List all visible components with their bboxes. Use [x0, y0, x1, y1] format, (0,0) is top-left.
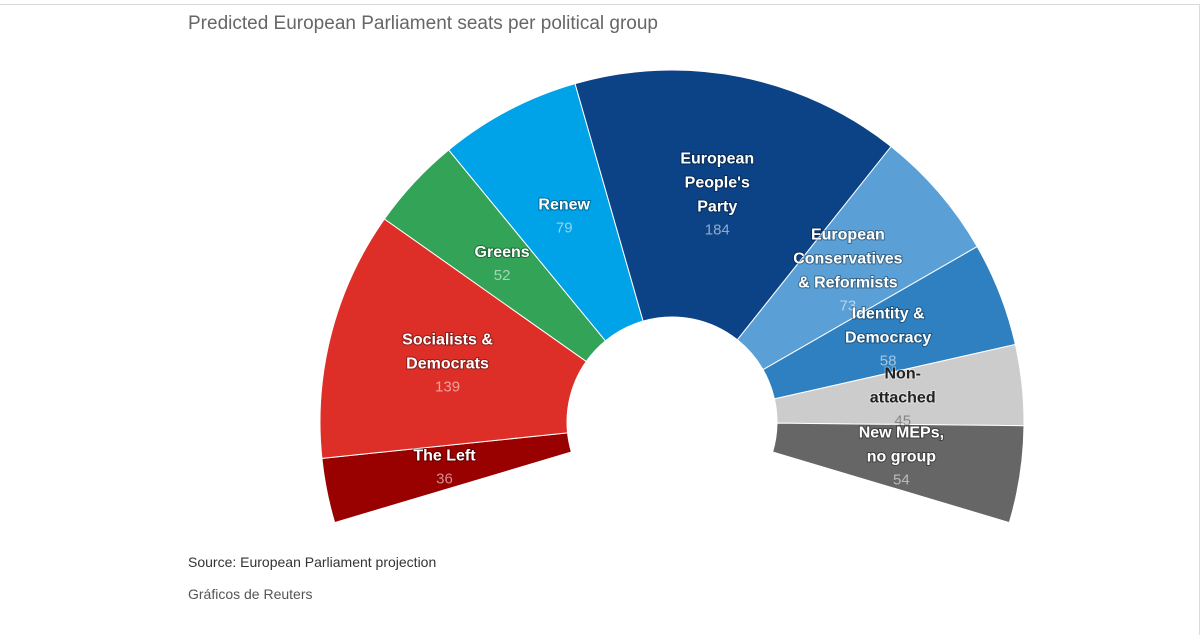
top-border: [0, 4, 1200, 5]
segment-european-people-s-party[interactable]: [574, 69, 892, 341]
segment-name: Conservatives: [793, 251, 902, 268]
segment-label: Socialists & Democrats 139: [401, 330, 494, 395]
segment-label: European Conservatives & Reformists 73: [792, 226, 903, 315]
segment-name: attached: [870, 390, 936, 407]
segment-name: & Reformists: [798, 275, 898, 292]
segment-name: The Left: [413, 447, 476, 464]
segment-value: 139: [435, 378, 460, 395]
segment-value: 73: [840, 298, 857, 315]
segment-value: 36: [436, 470, 453, 487]
segment-name: Democracy: [845, 330, 931, 347]
segment-label: Greens 52: [474, 243, 531, 284]
credit-note: Gráficos de Reuters: [188, 586, 313, 602]
segment-label: Renew 79: [537, 196, 591, 237]
segment-name: European: [680, 150, 754, 167]
segment-name: Party: [697, 198, 737, 215]
segment-label: Identity & Democracy 58: [844, 305, 932, 370]
segment-name: Identity &: [852, 306, 925, 323]
segment-value: 58: [880, 353, 897, 370]
segment-value: 52: [494, 267, 511, 284]
segment-name: New MEPs,: [859, 425, 944, 442]
segment-name: Renew: [538, 197, 590, 214]
segment-label: New MEPs, no group 54: [858, 424, 945, 489]
segment-name: Socialists &: [402, 331, 493, 348]
segment-name: no group: [867, 449, 937, 466]
segment-name: European: [811, 227, 885, 244]
segment-value: 79: [556, 220, 573, 237]
segment-name: Non-: [884, 366, 920, 383]
segment-label: European People's Party 184: [679, 149, 755, 238]
source-note: Source: European Parliament projection: [188, 554, 437, 570]
segment-name: Democrats: [406, 355, 489, 372]
segment-value: 184: [705, 221, 730, 238]
segment-new-meps-no-group[interactable]: [772, 422, 1025, 524]
segment-name: Greens: [475, 244, 530, 261]
segment-label: Non-attached 45: [869, 365, 937, 430]
segment-value: 54: [893, 472, 910, 489]
segment-value: 45: [894, 413, 911, 430]
segment-name: People's: [685, 174, 750, 191]
segment-label: The Left 36: [412, 446, 477, 487]
segment-socialists-democrats[interactable]: [319, 218, 587, 459]
chart-title: Predicted European Parliament seats per …: [188, 13, 658, 34]
